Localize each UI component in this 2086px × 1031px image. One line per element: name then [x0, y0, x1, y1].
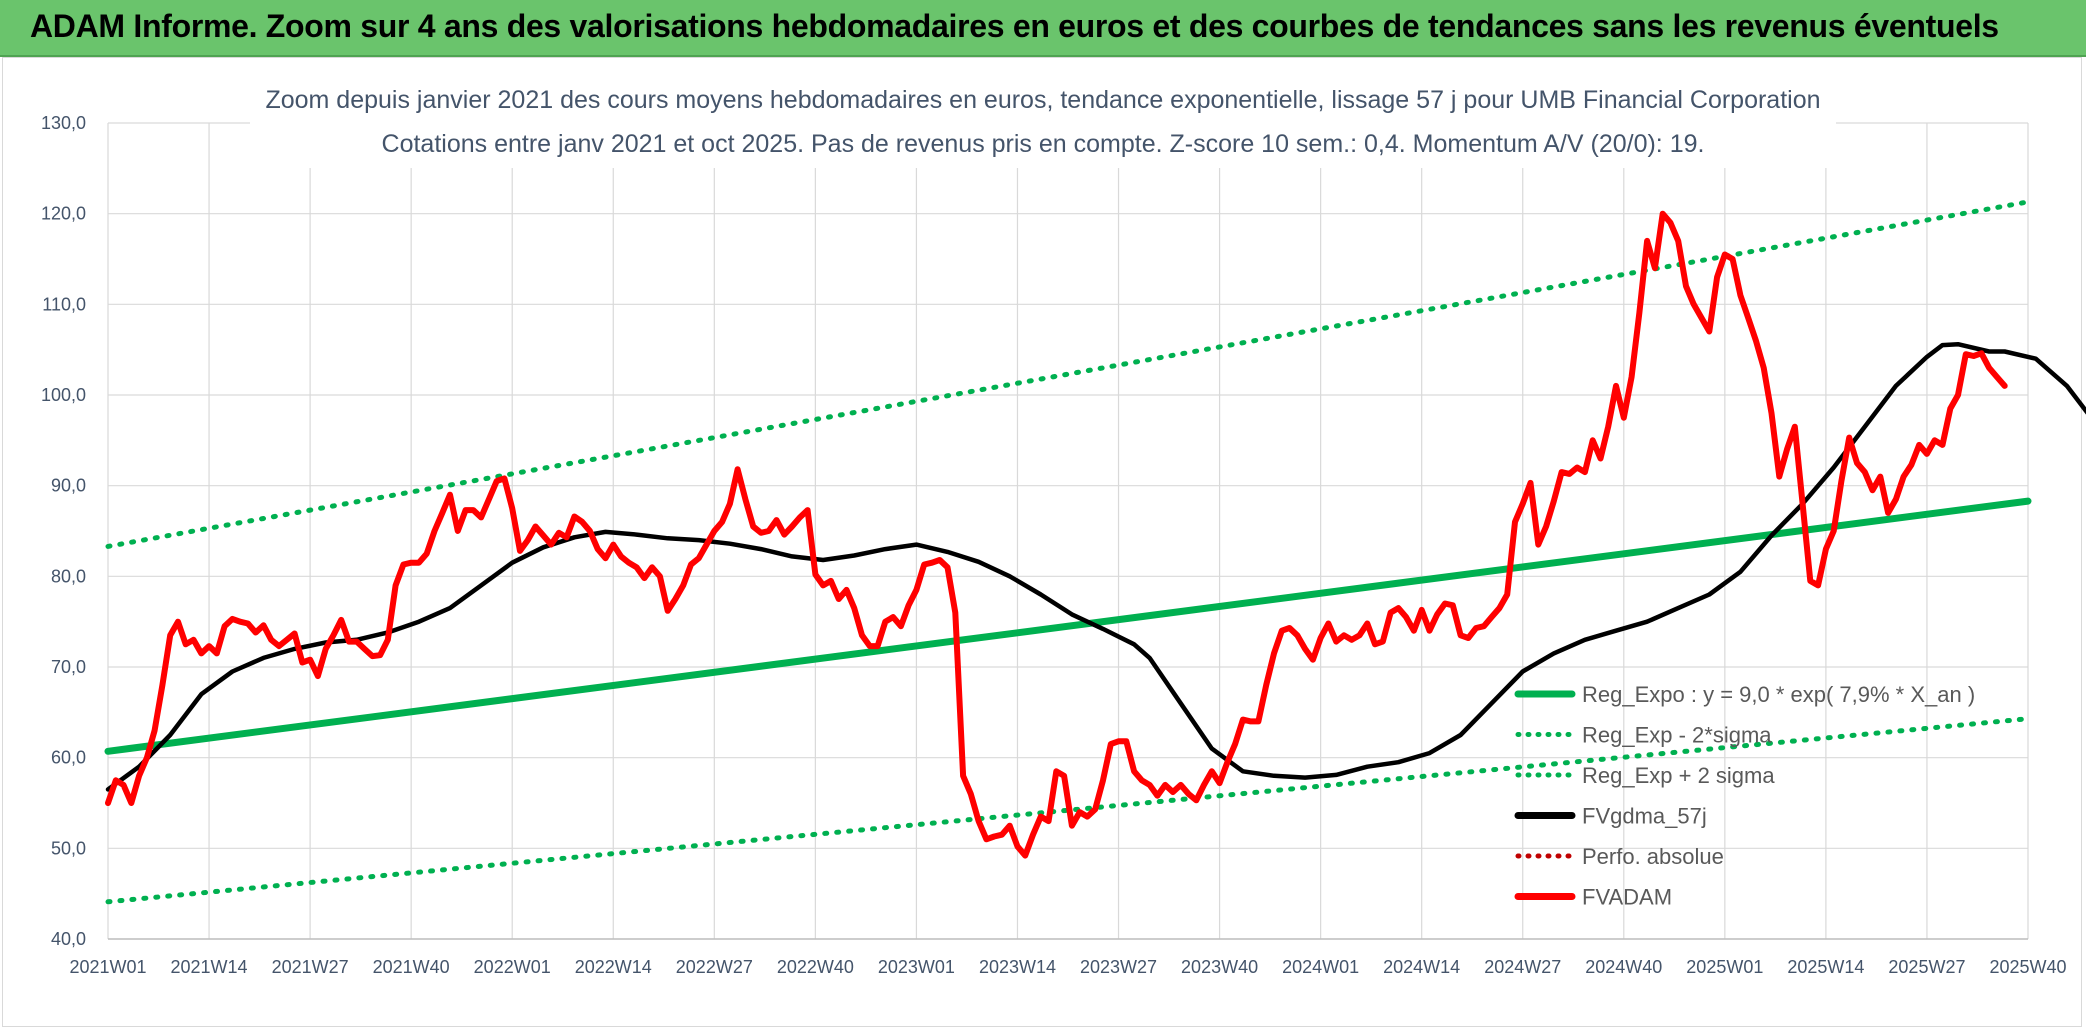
x-tick-label: 2022W40 [777, 957, 854, 977]
x-tick-label: 2024W27 [1484, 957, 1561, 977]
x-tick-label: 2021W14 [171, 957, 248, 977]
x-tick-label: 2022W27 [676, 957, 753, 977]
x-tick-label: 2023W14 [979, 957, 1056, 977]
y-tick-label: 60,0 [51, 748, 86, 768]
y-tick-label: 50,0 [51, 838, 86, 858]
chart-title-line2: Cotations entre janv 2021 et oct 2025. P… [382, 130, 1705, 158]
x-tick-label: 2024W14 [1383, 957, 1460, 977]
y-tick-label: 120,0 [41, 204, 86, 224]
y-tick-label: 100,0 [41, 385, 86, 405]
chart-title-line1: Zoom depuis janvier 2021 des cours moyen… [265, 86, 1820, 114]
x-axis: 2021W01 2021W14 2021W27 2021W40 2022W01 2022W… [69, 957, 2066, 977]
x-tick-label: 2024W01 [1282, 957, 1359, 977]
legend-label: Reg_Expo : y = 9,0 * exp( 7,9% * X_an ) [1582, 682, 1975, 707]
chart-series [104, 199, 2086, 905]
series-line-high [105, 199, 2031, 549]
series-line-fvadam [105, 210, 2008, 859]
chart-legend: Reg_Expo : y = 9,0 * exp( 7,9% * X_an ) R… [1514, 682, 1975, 910]
x-tick-label: 2023W40 [1181, 957, 1258, 977]
y-tick-label: 110,0 [42, 294, 86, 314]
x-tick-label: 2024W40 [1585, 957, 1662, 977]
x-tick-label: 2023W27 [1080, 957, 1157, 977]
chart-title-background [250, 78, 1836, 168]
legend-label: FVgdma_57j [1582, 804, 1707, 829]
chart-frame [2, 57, 2082, 1027]
legend-label: Reg_Exp + 2 sigma [1582, 763, 1775, 788]
series-line-reg [104, 497, 2032, 755]
x-tick-label: 2022W14 [575, 957, 652, 977]
x-tick-label: 2021W40 [373, 957, 450, 977]
x-tick-label: 2025W27 [1888, 957, 1965, 977]
y-tick-label: 130,0 [41, 113, 86, 133]
legend-label: FVADAM [1582, 885, 1672, 910]
y-tick-label: 70,0 [51, 657, 86, 677]
legend-label: Reg_Exp - 2*sigma [1582, 723, 1772, 748]
x-tick-label: 2025W01 [1686, 957, 1763, 977]
y-tick-label: 80,0 [51, 566, 86, 586]
y-axis: 40,0 50,0 60,0 70,0 80,0 90,0 100,0 110,0 120,0 1… [41, 113, 86, 949]
x-tick-label: 2021W27 [272, 957, 349, 977]
report-header: ADAM Informe. Zoom sur 4 ans des valoris… [0, 0, 2086, 57]
x-tick-label: 2021W01 [69, 957, 146, 977]
x-tick-label: 2025W40 [1989, 957, 2066, 977]
series-line-fvgdma [105, 341, 2086, 792]
x-tick-label: 2023W01 [878, 957, 955, 977]
y-tick-label: 90,0 [51, 476, 86, 496]
legend-label: Perfo. absolue [1582, 844, 1724, 869]
y-tick-label: 40,0 [51, 929, 86, 949]
x-tick-label: 2022W01 [474, 957, 551, 977]
x-tick-label: 2025W14 [1787, 957, 1864, 977]
report-title: ADAM Informe. Zoom sur 4 ans des valoris… [30, 8, 1999, 44]
